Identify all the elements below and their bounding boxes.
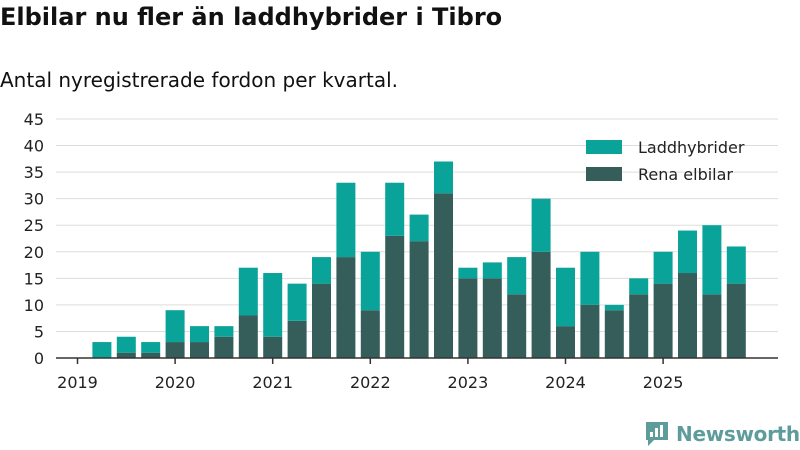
bar-rena-elbilar (531, 251, 551, 358)
bar-laddhybrider (482, 262, 502, 279)
bar-rena-elbilar (726, 283, 746, 358)
y-tick-label: 40 (24, 137, 44, 156)
bar-laddhybrider (702, 225, 722, 295)
bar-laddhybrider (263, 273, 283, 337)
chart-subtitle: Antal nyregistrerade fordon per kvartal. (0, 68, 399, 92)
bar-rena-elbilar (482, 278, 502, 358)
x-tick-label: 2024 (545, 373, 586, 392)
x-axis-ticks: 2019 2020 2021 2022 2023 2024 2025 (56, 357, 778, 392)
bar-rena-elbilar (116, 352, 136, 358)
y-tick-label: 15 (24, 269, 44, 288)
bar-rena-elbilar (604, 310, 624, 358)
bar-rena-elbilar (434, 193, 453, 358)
y-tick-label: 0 (34, 349, 44, 368)
bar-rena-elbilar (458, 278, 478, 358)
legend-swatch (586, 140, 622, 154)
brand-name: Newsworthy (676, 422, 800, 446)
bar-laddhybrider (385, 182, 405, 236)
y-tick-label: 45 (24, 110, 44, 129)
bar-rena-elbilar (702, 294, 722, 358)
x-tick-label: 2019 (57, 373, 98, 392)
bar-laddhybrider (653, 251, 673, 284)
legend-label: Laddhybrider (638, 138, 745, 157)
bar-laddhybrider (360, 251, 380, 311)
bar-rena-elbilar (141, 352, 161, 358)
bar-laddhybrider (458, 267, 478, 279)
x-tick-label: 2025 (643, 373, 684, 392)
bar-laddhybrider (580, 251, 600, 305)
bar-rena-elbilar (385, 235, 405, 358)
bar-laddhybrider (312, 257, 331, 284)
bar-laddhybrider (409, 214, 429, 242)
legend-label: Rena elbilar (638, 165, 733, 184)
bar-laddhybrider (214, 326, 234, 337)
legend-swatch (586, 167, 622, 181)
bar-rena-elbilar (629, 294, 649, 358)
newsworthy-logo: Newsworthy (644, 420, 800, 448)
x-tick-label: 2023 (448, 373, 489, 392)
bar-laddhybrider (238, 267, 258, 316)
bar-rena-elbilar (238, 315, 258, 358)
bar-laddhybrider (141, 342, 161, 353)
chart-title: Elbilar nu fler än laddhybrider i Tibro (0, 3, 503, 31)
y-tick-label: 10 (24, 296, 44, 315)
bar-rena-elbilar (653, 283, 673, 358)
bar-laddhybrider (726, 246, 746, 284)
bar-rena-elbilar (263, 336, 283, 358)
bar-rena-elbilar (409, 241, 429, 358)
bar-laddhybrider (629, 278, 649, 295)
bar-laddhybrider (92, 342, 112, 358)
bar-laddhybrider (165, 310, 185, 343)
bar-rena-elbilar (580, 304, 600, 358)
bar-rena-elbilar (165, 342, 185, 358)
bar-laddhybrider (116, 336, 136, 353)
bar-laddhybrider (434, 161, 453, 194)
bar-laddhybrider (556, 267, 575, 327)
y-tick-label: 20 (24, 243, 44, 262)
bar-laddhybrider (604, 304, 624, 311)
bar-rena-elbilar (507, 294, 527, 358)
bar-laddhybrider (287, 283, 307, 321)
x-tick-label: 2022 (350, 373, 391, 392)
bar-laddhybrider (507, 257, 527, 295)
y-tick-label: 35 (24, 163, 44, 182)
bar-rena-elbilar (312, 283, 331, 358)
bar-rena-elbilar (678, 273, 697, 358)
bars (92, 161, 746, 358)
y-tick-label: 25 (24, 216, 44, 235)
bar-rena-elbilar (556, 326, 575, 358)
y-axis-ticks: 0 5 10 15 20 25 30 35 40 45 (24, 110, 44, 368)
y-tick-label: 5 (34, 322, 44, 341)
newsworthy-logo-icon (646, 422, 668, 446)
bar-rena-elbilar (190, 342, 209, 358)
bar-laddhybrider (678, 230, 697, 274)
bar-laddhybrider (336, 182, 356, 258)
bar-laddhybrider (190, 326, 209, 343)
x-tick-label: 2020 (155, 373, 196, 392)
bar-laddhybrider (531, 198, 551, 252)
legend: Laddhybrider Rena elbilar (586, 138, 745, 184)
bar-rena-elbilar (360, 310, 380, 358)
x-tick-label: 2021 (252, 373, 293, 392)
bar-rena-elbilar (336, 257, 356, 358)
y-tick-label: 30 (24, 190, 44, 209)
bar-rena-elbilar (287, 320, 307, 358)
bar-rena-elbilar (214, 336, 234, 358)
